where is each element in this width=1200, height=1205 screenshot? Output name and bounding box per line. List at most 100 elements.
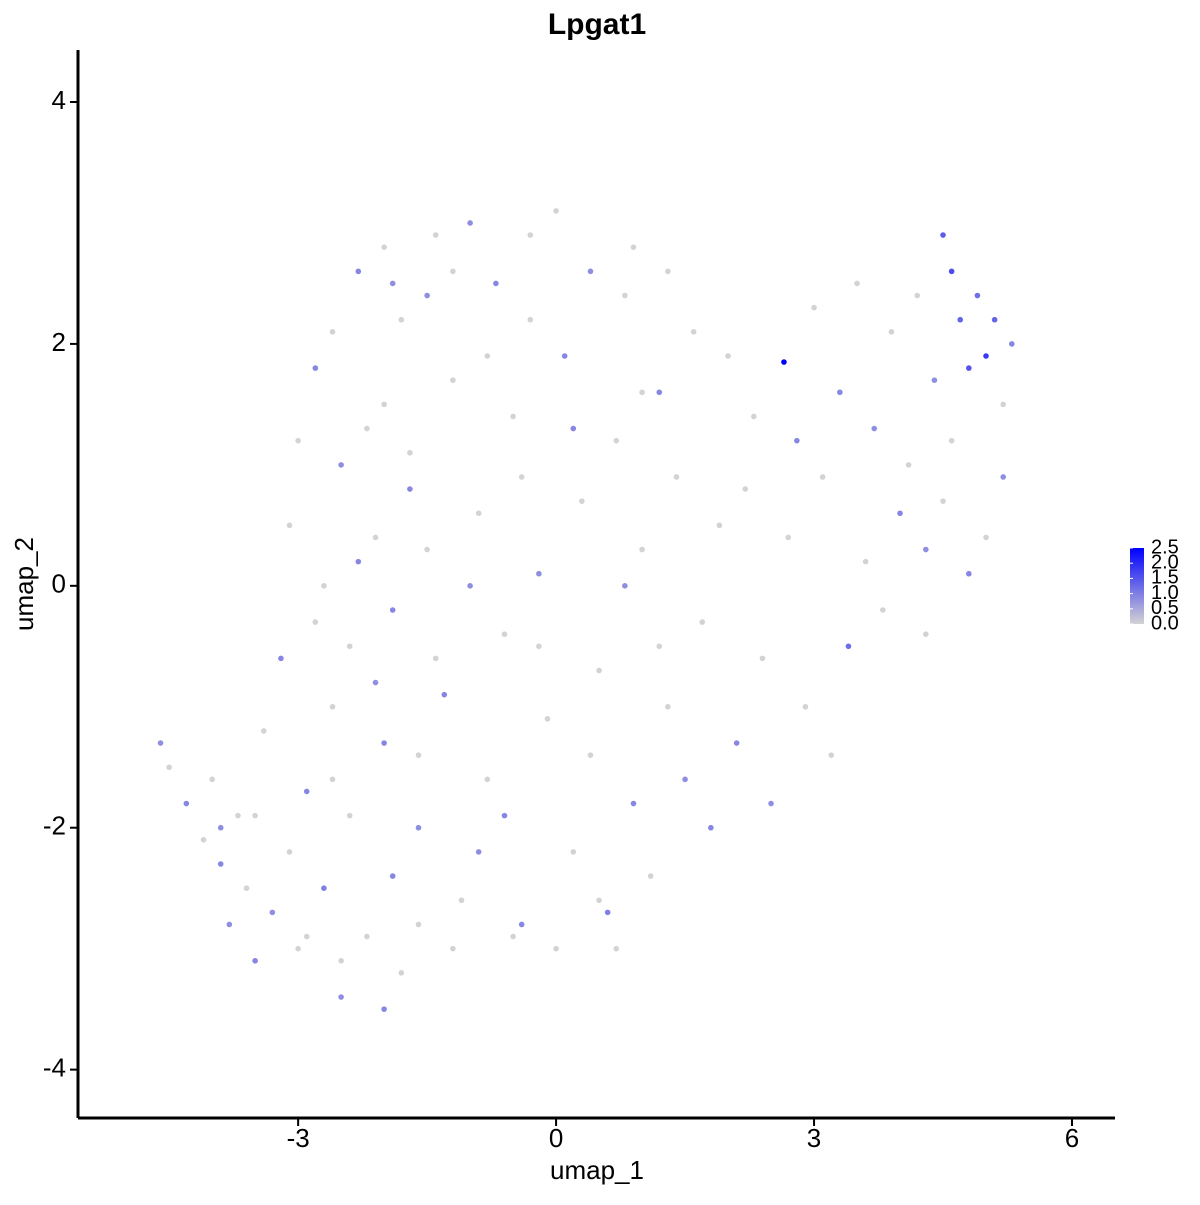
point xyxy=(948,268,955,275)
point xyxy=(682,776,688,783)
point xyxy=(441,691,448,698)
point xyxy=(940,232,946,238)
point xyxy=(510,933,516,940)
colorbar-label: 0.0 xyxy=(1151,612,1179,634)
point xyxy=(630,244,637,250)
point xyxy=(733,740,740,746)
point xyxy=(346,643,353,650)
point xyxy=(458,897,465,904)
point xyxy=(484,776,491,783)
point xyxy=(355,558,362,565)
point xyxy=(269,909,276,916)
point xyxy=(364,933,370,940)
point xyxy=(381,740,387,746)
point xyxy=(183,800,190,807)
point xyxy=(553,208,559,214)
point xyxy=(157,740,164,746)
point xyxy=(561,353,568,359)
colorbar-label: 1.0 xyxy=(1151,582,1179,604)
point xyxy=(398,970,405,976)
point xyxy=(321,885,327,891)
point xyxy=(518,474,525,480)
point xyxy=(888,329,895,335)
point xyxy=(303,788,310,795)
point xyxy=(596,897,602,904)
x-tick-label: -3 xyxy=(287,1123,310,1153)
point xyxy=(811,304,817,311)
point xyxy=(991,316,998,323)
point xyxy=(381,244,387,250)
point xyxy=(819,474,826,480)
point xyxy=(389,873,396,879)
point xyxy=(338,994,344,1000)
point xyxy=(312,619,319,625)
point xyxy=(355,268,362,275)
point xyxy=(338,957,344,964)
point xyxy=(329,776,336,783)
point xyxy=(587,268,594,275)
point xyxy=(303,933,310,940)
point xyxy=(424,546,430,553)
point xyxy=(312,365,319,371)
point xyxy=(527,232,534,238)
point xyxy=(647,873,654,879)
y-tick-label: -2 xyxy=(43,811,66,841)
point xyxy=(665,703,671,710)
point xyxy=(501,631,508,637)
point xyxy=(940,498,946,504)
point xyxy=(639,546,645,553)
point xyxy=(613,437,620,444)
point xyxy=(665,268,671,275)
y-tick-label: 4 xyxy=(52,85,66,115)
point xyxy=(252,812,258,819)
point xyxy=(467,583,473,589)
point xyxy=(381,1006,387,1012)
point xyxy=(974,292,981,299)
point xyxy=(295,945,301,952)
point xyxy=(286,522,293,529)
point xyxy=(329,703,336,710)
point xyxy=(828,752,835,758)
point xyxy=(716,522,723,529)
point xyxy=(604,909,611,916)
point xyxy=(364,425,370,432)
chart-title: Lpgat1 xyxy=(548,8,646,41)
point xyxy=(966,365,972,371)
x-tick-label: 0 xyxy=(549,1123,563,1153)
point xyxy=(338,462,344,468)
point xyxy=(923,546,929,553)
point xyxy=(570,425,577,432)
point xyxy=(854,280,860,287)
point xyxy=(630,800,637,807)
point xyxy=(372,534,379,541)
point xyxy=(389,607,396,613)
point xyxy=(656,389,663,396)
point xyxy=(321,583,327,589)
point xyxy=(518,921,525,928)
point xyxy=(501,812,508,819)
point xyxy=(923,631,929,637)
point xyxy=(260,728,267,734)
point xyxy=(725,353,731,359)
point xyxy=(905,462,912,468)
point xyxy=(781,359,787,365)
point xyxy=(570,849,577,855)
point xyxy=(768,800,774,807)
point xyxy=(794,437,800,444)
point xyxy=(553,945,559,952)
point xyxy=(622,583,628,589)
point xyxy=(484,353,491,359)
point xyxy=(759,655,766,662)
point xyxy=(983,534,989,541)
point xyxy=(475,510,482,517)
point xyxy=(415,824,422,831)
y-tick-label: -4 xyxy=(43,1052,66,1082)
point xyxy=(381,401,387,408)
point xyxy=(699,619,706,625)
point xyxy=(1000,474,1007,480)
point xyxy=(243,885,250,891)
point xyxy=(217,824,224,831)
point xyxy=(398,316,405,323)
colorbar-label: 1.5 xyxy=(1151,567,1179,589)
